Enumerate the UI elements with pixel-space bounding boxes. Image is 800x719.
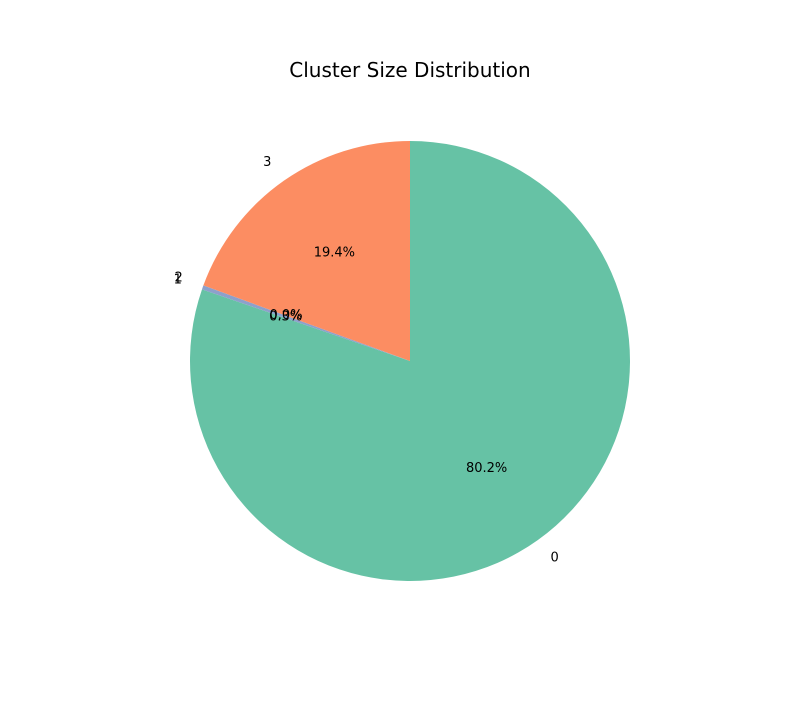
pct-label-2: 0.0% <box>270 308 303 323</box>
slice-label-2: 2 <box>174 270 182 285</box>
slice-label-0: 0 <box>551 551 559 566</box>
pct-label-0: 80.2% <box>466 461 507 476</box>
pct-label-3: 19.4% <box>314 245 355 260</box>
slices-group <box>190 141 630 581</box>
chart-title: Cluster Size Distribution <box>289 58 530 82</box>
slice-label-3: 3 <box>263 155 271 170</box>
